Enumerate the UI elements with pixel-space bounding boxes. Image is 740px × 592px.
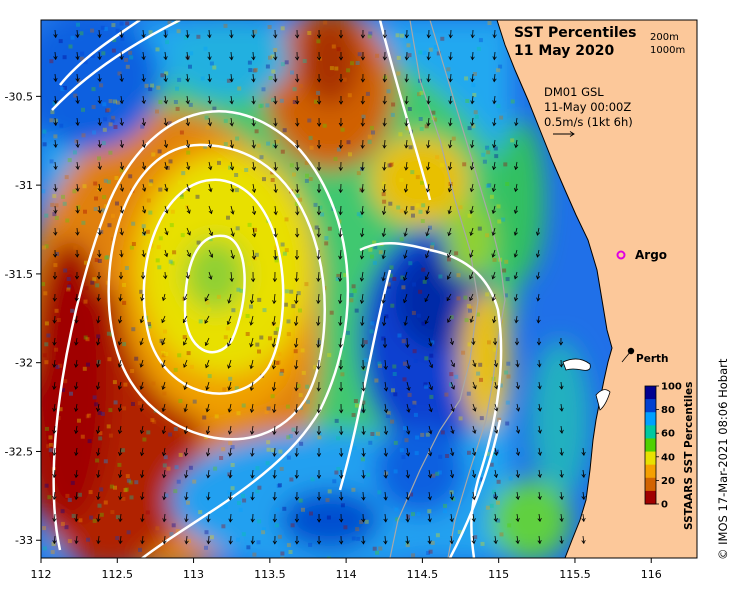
y-axis: -30.5 -31 -31.5 -32 -32.5 -33 xyxy=(5,90,41,547)
colorbar-tick-label: 40 xyxy=(661,452,675,463)
vector-scale-arrow-icon xyxy=(553,131,575,137)
colorbar-swatch xyxy=(645,399,656,413)
y-tick-label: -32 xyxy=(15,357,33,370)
x-tick-label: 115 xyxy=(488,568,509,581)
colorbar-tick-label: 20 xyxy=(661,476,675,487)
x-tick-label: 114.5 xyxy=(407,568,439,581)
map-date: 11 May 2020 xyxy=(514,43,615,59)
colorbar-title: SSTAARS SST Percentiles xyxy=(683,382,695,530)
colorbar: 100 80 60 40 20 0 xyxy=(644,382,682,511)
y-tick-label: -33 xyxy=(15,534,33,547)
colorbar-swatch xyxy=(645,425,656,439)
colorbar-tick-label: 60 xyxy=(661,429,675,440)
sea-level-contours xyxy=(51,20,503,558)
colorbar-swatch xyxy=(645,438,656,453)
colorbar-swatch xyxy=(645,412,656,426)
y-tick-label: -31 xyxy=(15,179,33,192)
isobath-200m xyxy=(429,20,506,558)
isobath-1000m xyxy=(389,20,479,558)
colorbar-swatch xyxy=(645,464,656,479)
x-tick-label: 112.5 xyxy=(102,568,134,581)
plot-frame xyxy=(40,19,698,559)
model-label: DM01 GSL xyxy=(544,85,604,99)
colorbar-swatch xyxy=(645,490,656,505)
colorbar-tick-label: 80 xyxy=(661,405,675,416)
colorbar-swatch xyxy=(645,477,656,492)
credit-text: © IMOS 17-Mar-2021 08:06 Hobart xyxy=(716,358,730,560)
isobath-legend-200m: 200m xyxy=(650,32,679,43)
argo-marker-icon xyxy=(616,250,626,260)
colorbar-tick-label: 0 xyxy=(661,500,668,511)
x-tick-label: 113.5 xyxy=(254,568,286,581)
x-tick-label: 113 xyxy=(183,568,204,581)
model-time: 11-May 00:00Z xyxy=(544,100,631,114)
map-title: SST Percentiles xyxy=(514,25,637,41)
x-tick-label: 115.5 xyxy=(559,568,591,581)
y-tick-label: -32.5 xyxy=(5,445,33,458)
colorbar-swatch xyxy=(645,386,656,400)
x-tick-label: 112 xyxy=(31,568,52,581)
perth-label: Perth xyxy=(636,353,669,365)
x-tick-label: 114 xyxy=(336,568,357,581)
current-vectors xyxy=(52,29,586,545)
x-axis: 112 112.5 113 113.5 114 114.5 115 115.5 116 xyxy=(31,558,662,581)
x-tick-label: 116 xyxy=(641,568,662,581)
colorbar-swatch xyxy=(645,451,656,466)
isobath-legend-1000m: 1000m xyxy=(650,45,685,56)
vector-scale-label: 0.5m/s (1kt 6h) xyxy=(544,115,633,129)
argo-label: Argo xyxy=(635,248,667,262)
y-tick-label: -30.5 xyxy=(5,90,33,103)
y-tick-label: -31.5 xyxy=(5,268,33,281)
colorbar-tick-label: 100 xyxy=(661,382,682,393)
